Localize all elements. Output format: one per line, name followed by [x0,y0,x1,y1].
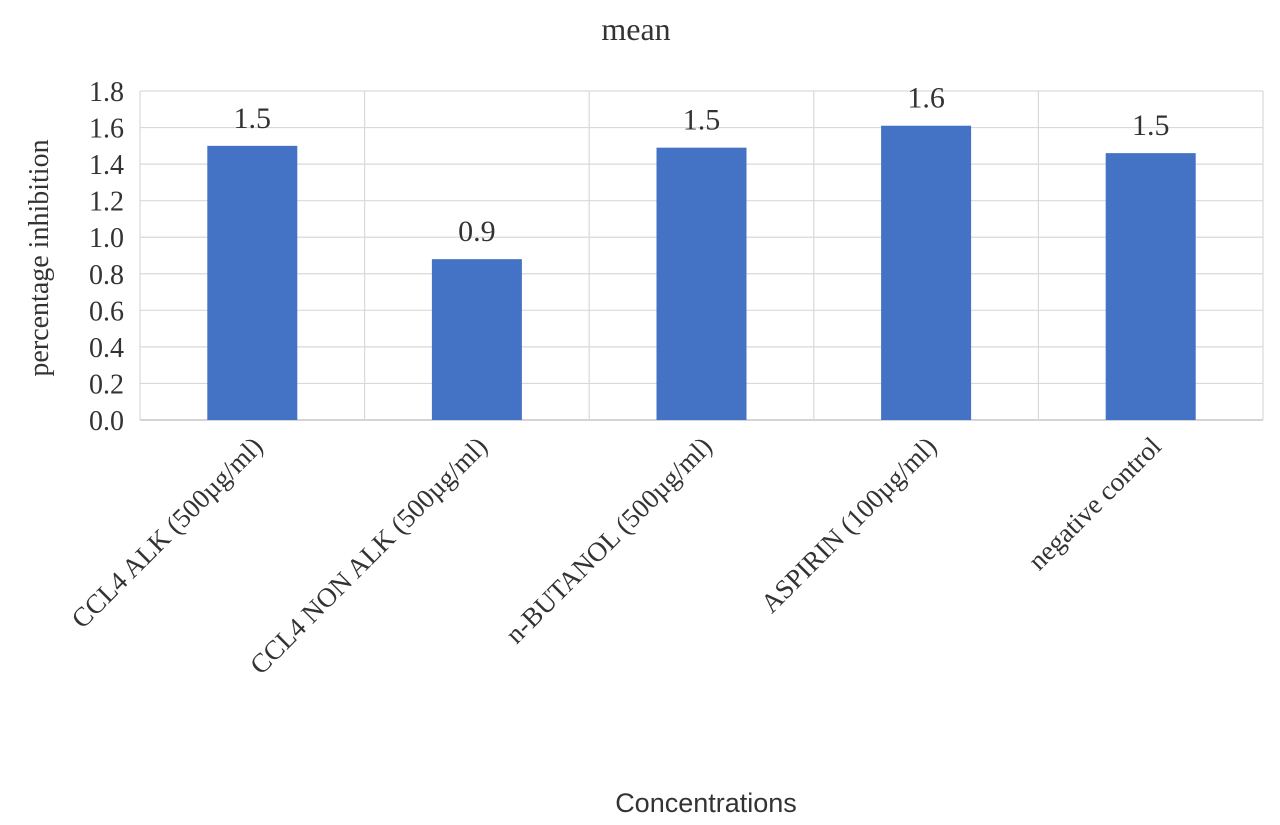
y-tick-label: 0.0 [89,406,124,437]
bar [1105,153,1196,420]
y-tick-label: 0.8 [89,260,124,291]
x-axis-ticks: CCL4 ALK (500µg/ml)CCL4 NON ALK (500µg/m… [66,431,1167,680]
x-tick-label: negative control [1022,431,1167,576]
y-axis-ticks: 0.0 0.2 0.4 0.6 0.8 1.0 1.2 1.4 1.6 1.8 [89,77,124,437]
bar [207,145,298,421]
x-tick-label: CCL4 NON ALK (500µg/ml) [244,431,493,680]
x-tick-label: n-BUTANOL (500µg/ml) [500,431,718,649]
data-label: 1.5 [234,102,272,135]
data-label: 1.5 [1132,109,1170,142]
y-axis-label: percentage inhibition [24,139,55,376]
y-tick-label: 0.4 [89,333,124,364]
data-label: 1.6 [907,82,945,115]
bar [656,147,747,420]
y-tick-label: 0.2 [89,369,124,400]
data-label: 1.5 [683,104,721,137]
bars: 1.5 0.9 1.5 1.6 1.5 [207,82,1196,421]
y-tick-label: 0.6 [89,296,124,327]
y-tick-label: 1.4 [89,150,124,181]
data-label: 0.9 [458,215,496,248]
x-tick-label: ASPIRIN (100µg/ml) [755,431,943,619]
y-tick-label: 1.8 [89,77,124,108]
x-axis-label: Concentrations [615,788,797,818]
y-tick-label: 1.2 [89,187,124,218]
bar [881,125,972,420]
x-tick-label: CCL4 ALK (500µg/ml) [66,431,269,634]
chart-title: mean [601,11,670,47]
bar [431,259,522,420]
y-tick-label: 1.0 [89,223,124,254]
y-tick-label: 1.6 [89,114,124,145]
